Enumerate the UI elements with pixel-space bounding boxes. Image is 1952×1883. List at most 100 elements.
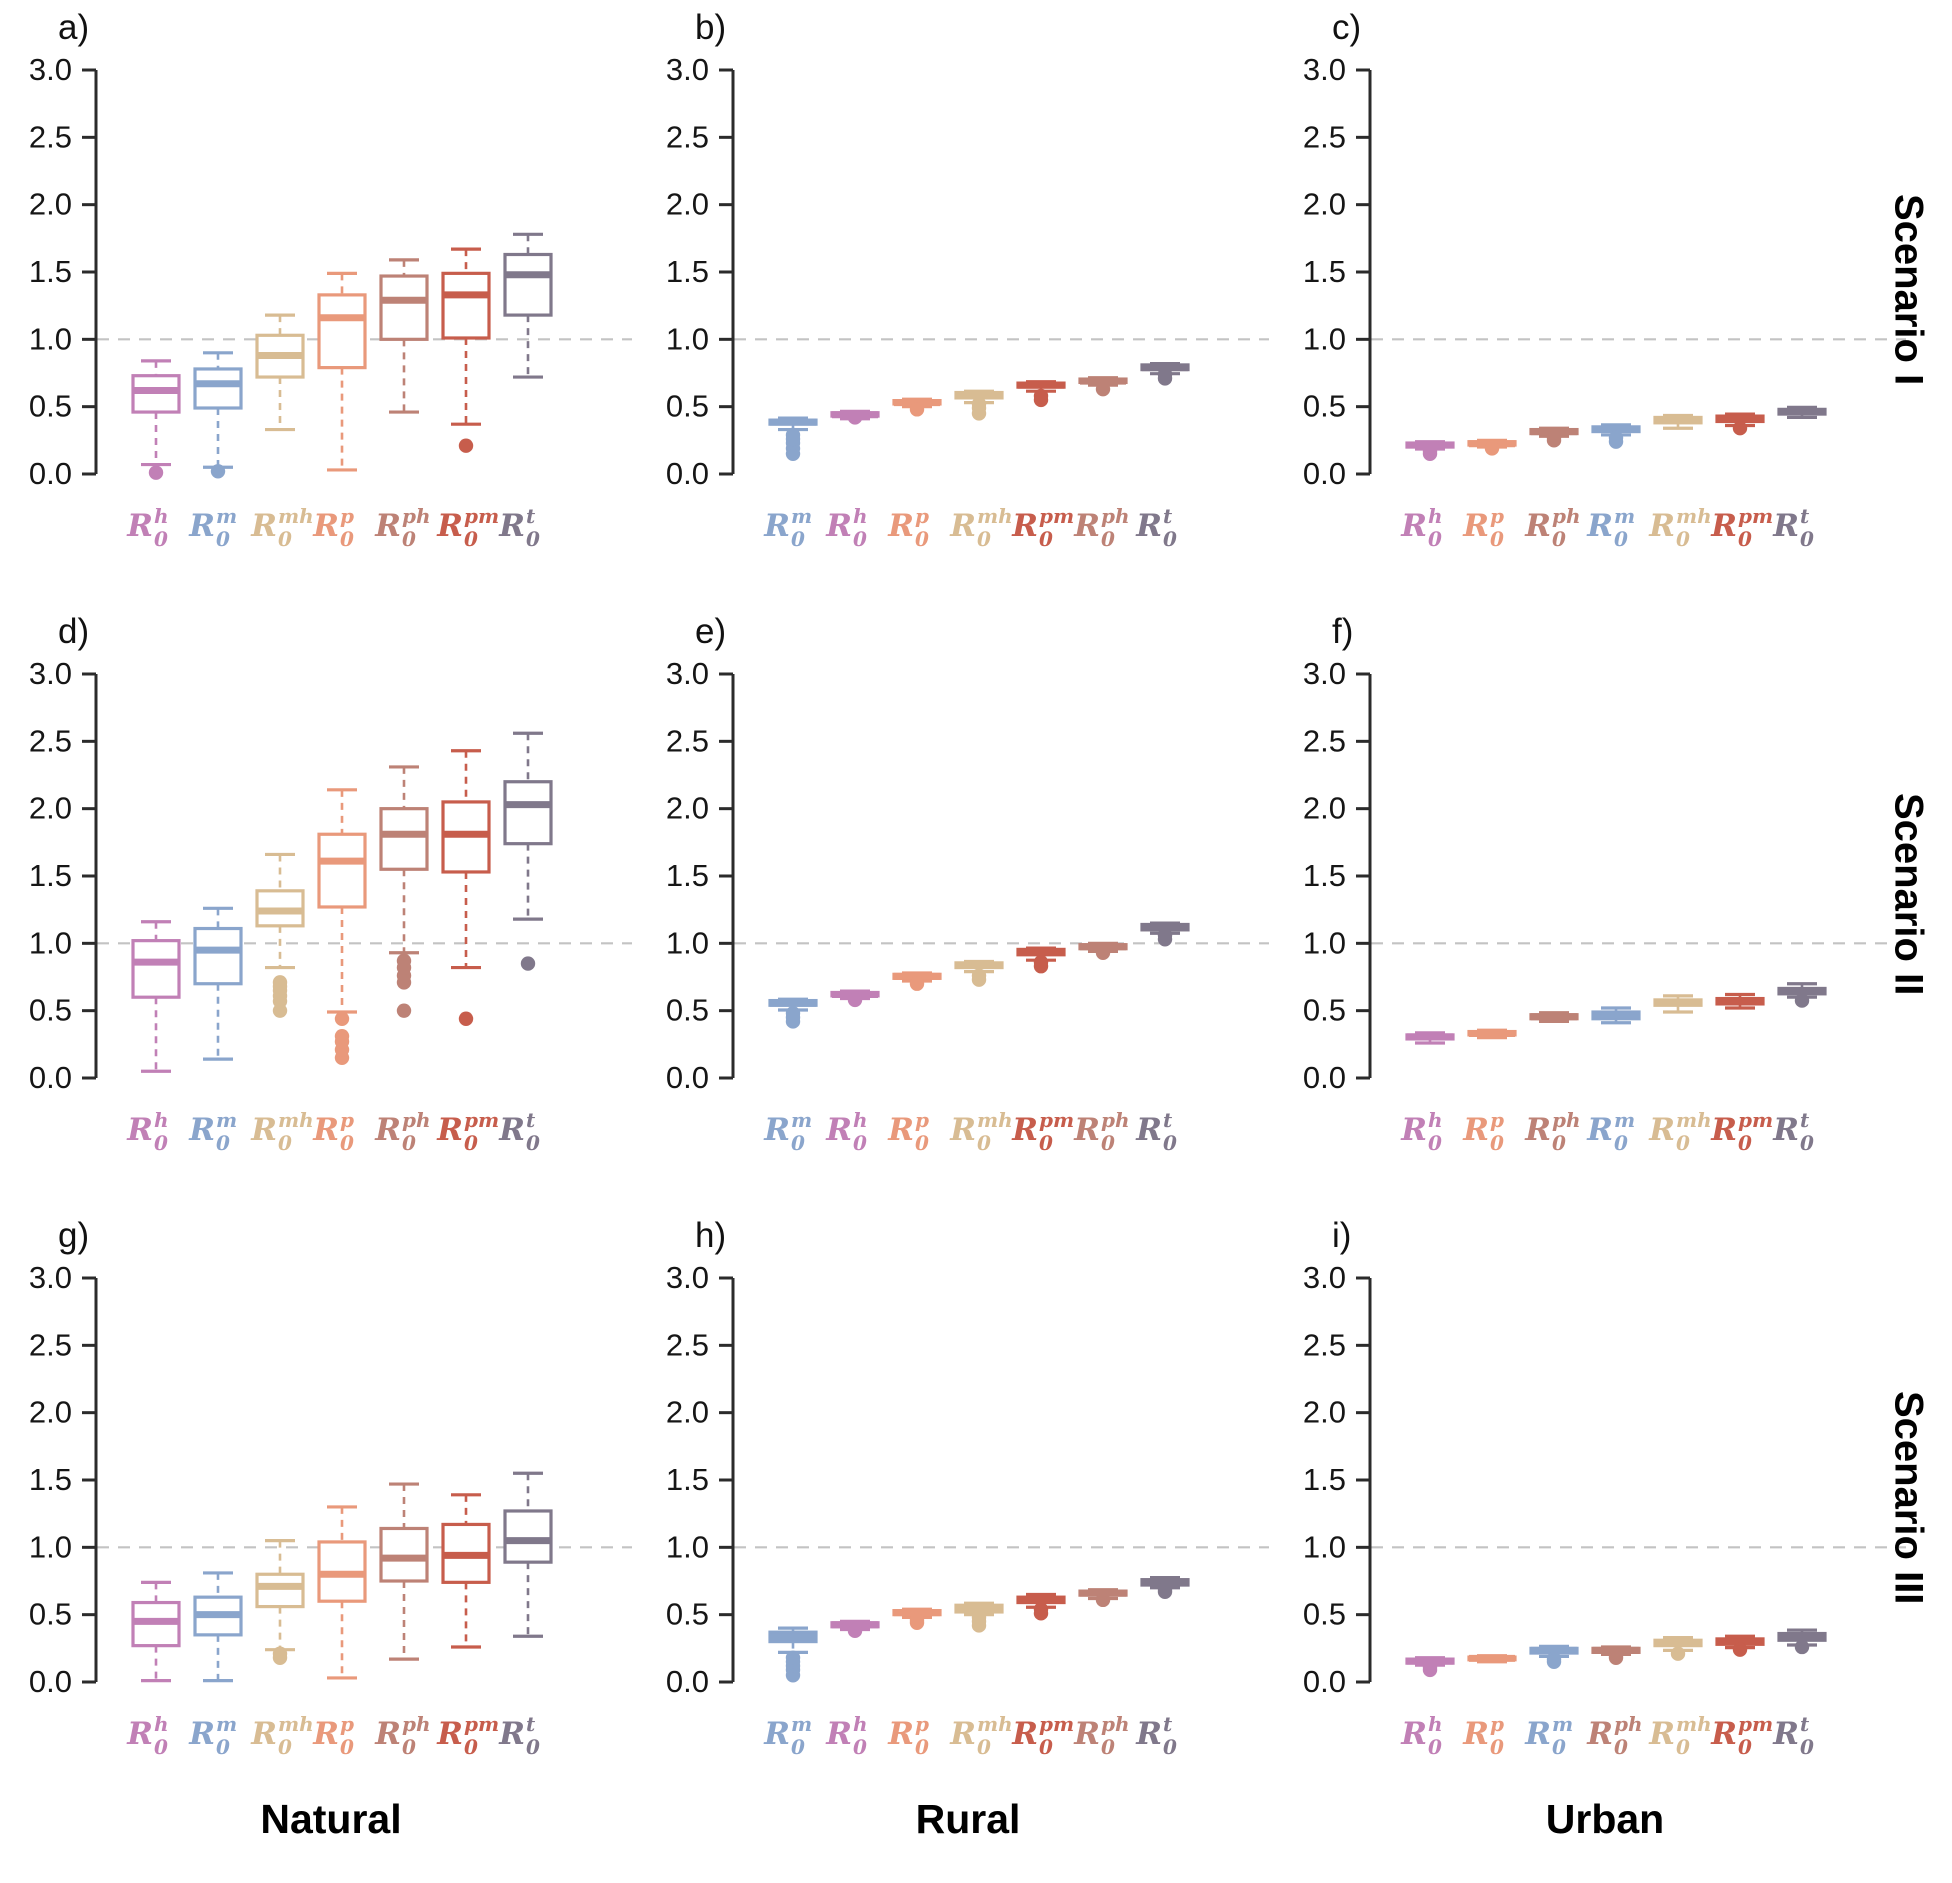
x-label-sub: 0: [1552, 1131, 1566, 1155]
x-label-base: R: [763, 508, 790, 544]
x-label-base: R: [1710, 508, 1737, 544]
scenario-1-text: Scenario I: [1886, 194, 1931, 386]
y-tick-label: 3.0: [29, 1260, 72, 1295]
y-tick-label: 2.0: [29, 187, 72, 222]
x-label-base: R: [825, 1112, 852, 1148]
x-label-base: R: [1135, 508, 1162, 544]
y-tick-label: 1.0: [666, 321, 709, 356]
x-label-sub: 0: [1428, 1735, 1442, 1759]
y-tick-label: 1.5: [666, 1462, 709, 1497]
x-label-base: R: [188, 1112, 215, 1148]
x-label-base: R: [126, 1112, 153, 1148]
outlier-point: [1033, 388, 1049, 404]
x-label-sub: 0: [1676, 1131, 1690, 1155]
box-body: [255, 1572, 305, 1609]
x-label-sup: h: [853, 504, 868, 528]
x-label-sub: 0: [464, 527, 478, 551]
x-label-base: R: [436, 508, 463, 544]
x-label-sup: pm: [1738, 1108, 1773, 1132]
x-label-sup: t: [1163, 1712, 1173, 1736]
x-label-sup: h: [154, 504, 169, 528]
outlier-point: [1422, 443, 1438, 459]
box-body: [503, 780, 553, 846]
y-axis: 0.0 0.5 1.0 1.5 2.0 2.5 3.0: [1303, 52, 1372, 491]
x-label-base: R: [1524, 508, 1551, 544]
y-tick-label: 1.5: [666, 858, 709, 893]
x-label-sup: t: [1800, 504, 1810, 528]
box-body: [193, 367, 243, 410]
x-label-base: R: [887, 508, 914, 544]
x-label-sup: h: [853, 1108, 868, 1132]
x-label-sup: t: [1163, 504, 1173, 528]
outlier-point: [909, 402, 925, 417]
x-label-base: R: [436, 1716, 463, 1752]
box-body: [317, 832, 367, 909]
x-label-sub: 0: [915, 1131, 929, 1155]
x-label-sup: ph: [1552, 1108, 1581, 1132]
outlier-point: [847, 992, 863, 1008]
x-label-base: R: [250, 508, 277, 544]
y-tick-label: 1.5: [29, 858, 72, 893]
panel-letter-a: a): [58, 8, 90, 47]
y-axis: 0.0 0.5 1.0 1.5 2.0 2.5 3.0: [666, 52, 735, 491]
y-axis: 0.0 0.5 1.0 1.5 2.0 2.5 3.0: [29, 656, 98, 1095]
x-label-sup: mh: [977, 504, 1013, 528]
x-label-sup: t: [526, 1108, 536, 1132]
outlier-point: [1546, 430, 1562, 445]
panel-letter-h: h): [695, 1216, 727, 1255]
x-label-base: R: [1710, 1716, 1737, 1752]
y-tick-label: 0.0: [1303, 1664, 1346, 1699]
x-label-sup: h: [1428, 504, 1443, 528]
x-label-base: R: [1073, 1112, 1100, 1148]
x-label-base: R: [949, 508, 976, 544]
outlier-point: [520, 956, 536, 971]
box-body: [131, 939, 181, 999]
x-label-base: R: [1648, 1112, 1675, 1148]
x-label-sup: mh: [278, 1108, 314, 1132]
x-label-sub: 0: [977, 527, 991, 551]
x-label-sup: pm: [1039, 504, 1074, 528]
x-label-base: R: [1524, 1112, 1551, 1148]
x-label-sup: m: [791, 504, 812, 528]
row-label-scenario-3: Scenario III: [1872, 1270, 1944, 1726]
x-label-sup: t: [1800, 1712, 1810, 1736]
x-label-sup: m: [791, 1712, 812, 1736]
x-label-sub: 0: [278, 527, 292, 551]
x-label-sub: 0: [1428, 1131, 1442, 1155]
outlier-point: [909, 1612, 925, 1628]
x-label-sup: mh: [278, 504, 314, 528]
x-label-sub: 0: [1738, 1131, 1752, 1155]
outlier-point: [1608, 1647, 1624, 1663]
x-label-base: R: [1400, 1716, 1427, 1752]
x-label-sub: 0: [853, 527, 867, 551]
y-tick-label: 1.0: [1303, 321, 1346, 356]
x-label-base: R: [1772, 1716, 1799, 1752]
outlier-point: [334, 1011, 350, 1026]
outlier-point: [1033, 1602, 1049, 1617]
x-label-base: R: [312, 1716, 339, 1752]
y-tick-label: 1.5: [1303, 1462, 1346, 1497]
x-label-sup: mh: [278, 1712, 314, 1736]
x-label-sup: t: [526, 1712, 536, 1736]
outlier-point: [1794, 1639, 1810, 1655]
y-tick-label: 1.5: [1303, 858, 1346, 893]
x-label-sub: 0: [791, 527, 805, 551]
y-tick-label: 0.0: [1303, 456, 1346, 491]
